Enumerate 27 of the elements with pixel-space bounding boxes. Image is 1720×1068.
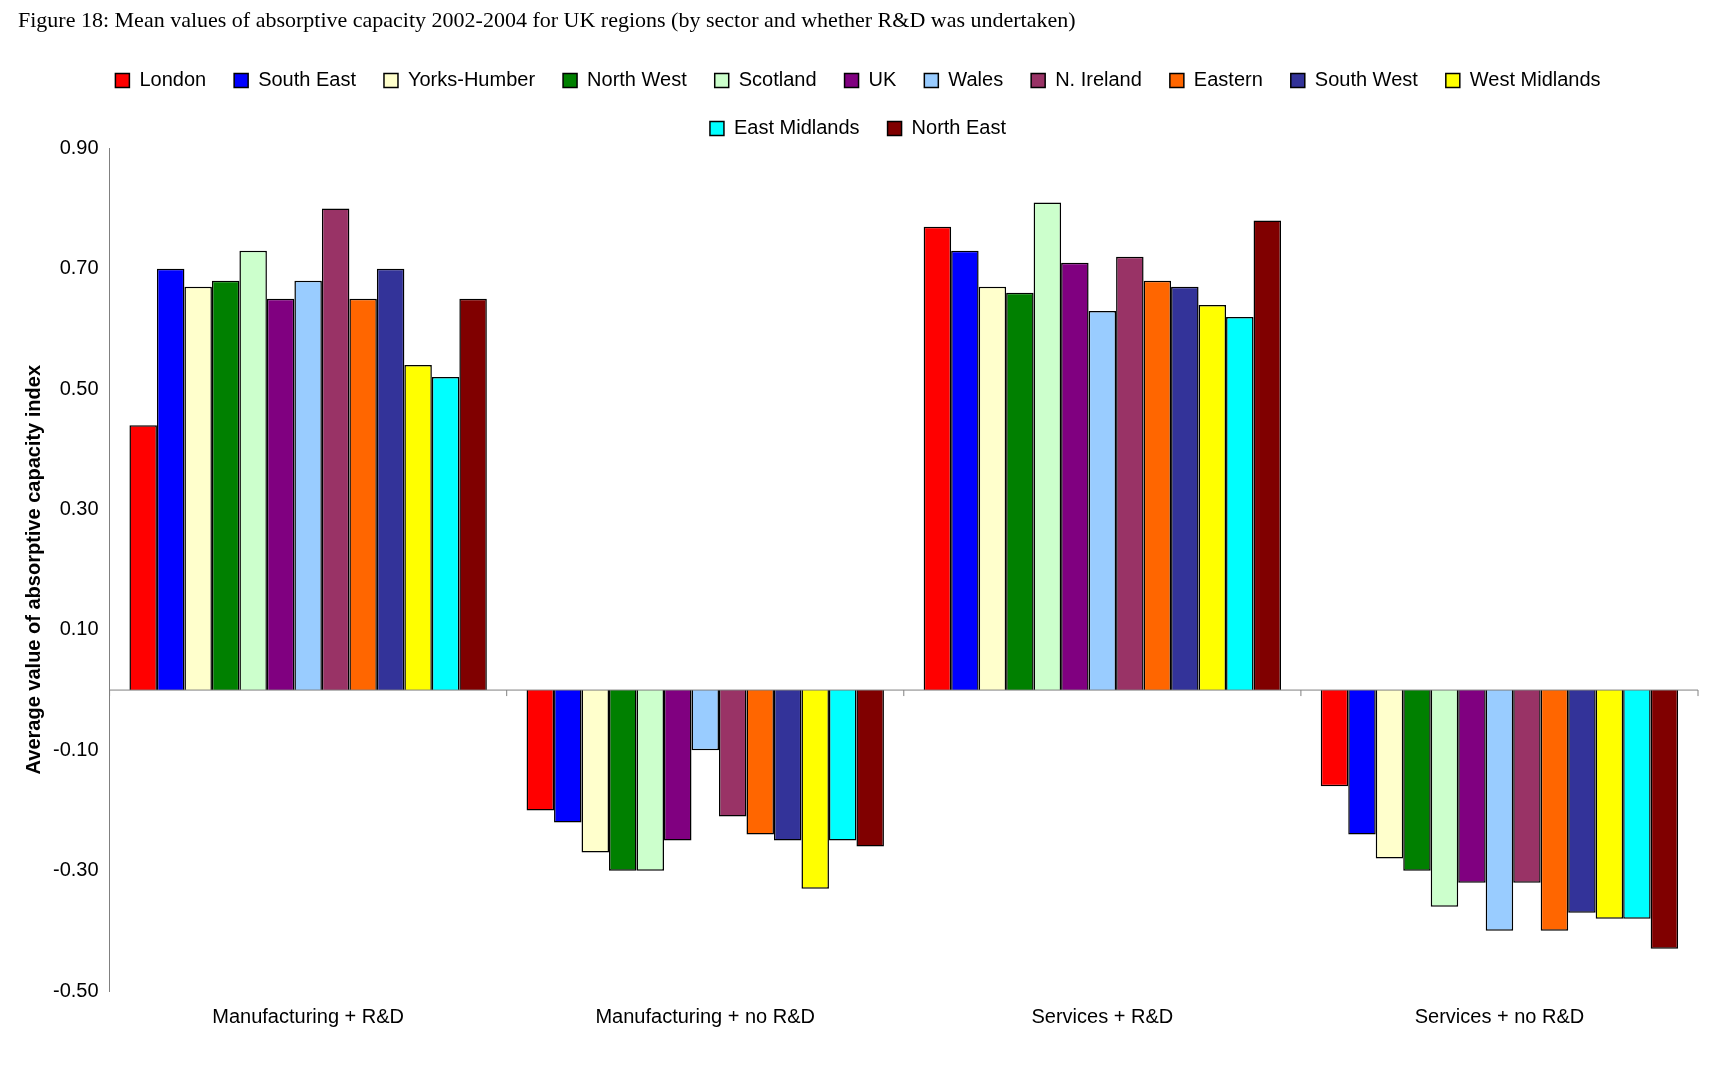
y-tick-label: 0.90 xyxy=(59,135,99,158)
y-tick-label: -0.30 xyxy=(52,858,99,881)
y-tick-label: -0.10 xyxy=(52,737,99,760)
legend-label: N. Ireland xyxy=(1055,67,1142,90)
legend-label: Yorks-Humber xyxy=(407,67,536,90)
y-tick-label: 0.30 xyxy=(59,497,99,520)
legend-label: South West xyxy=(1314,67,1419,90)
legend-label: South East xyxy=(258,67,357,90)
legend-label: East Midlands xyxy=(733,115,860,138)
y-tick-label: 0.70 xyxy=(59,256,99,279)
x-tick-label: Manufacturing + R&D xyxy=(212,1004,405,1027)
x-tick-label: Services + R&D xyxy=(1031,1004,1174,1027)
y-tick-label: -0.50 xyxy=(52,978,99,1001)
y-tick-label: 0.50 xyxy=(59,376,99,399)
legend-label: West Midlands xyxy=(1469,67,1601,90)
y-axis-title: Average value of absorptive capacity index xyxy=(21,364,44,775)
chart-title: Figure 18: Mean values of absorptive capacity 2002-2004 for UK regions (by sector and whether R&D was undertaken) xyxy=(18,6,1076,32)
legend-label: North East xyxy=(911,115,1007,138)
x-tick-label: Services + no R&D xyxy=(1414,1004,1585,1027)
legend-label: North West xyxy=(587,67,688,90)
legend-label: Wales xyxy=(948,67,1004,90)
y-tick-label: 0.10 xyxy=(59,617,99,640)
x-tick-label: Manufacturing + no R&D xyxy=(595,1004,816,1027)
legend-label: Scotland xyxy=(738,67,817,90)
legend-label: London xyxy=(139,67,207,90)
legend-label: Eastern xyxy=(1193,67,1263,90)
legend-label: UK xyxy=(868,67,897,90)
